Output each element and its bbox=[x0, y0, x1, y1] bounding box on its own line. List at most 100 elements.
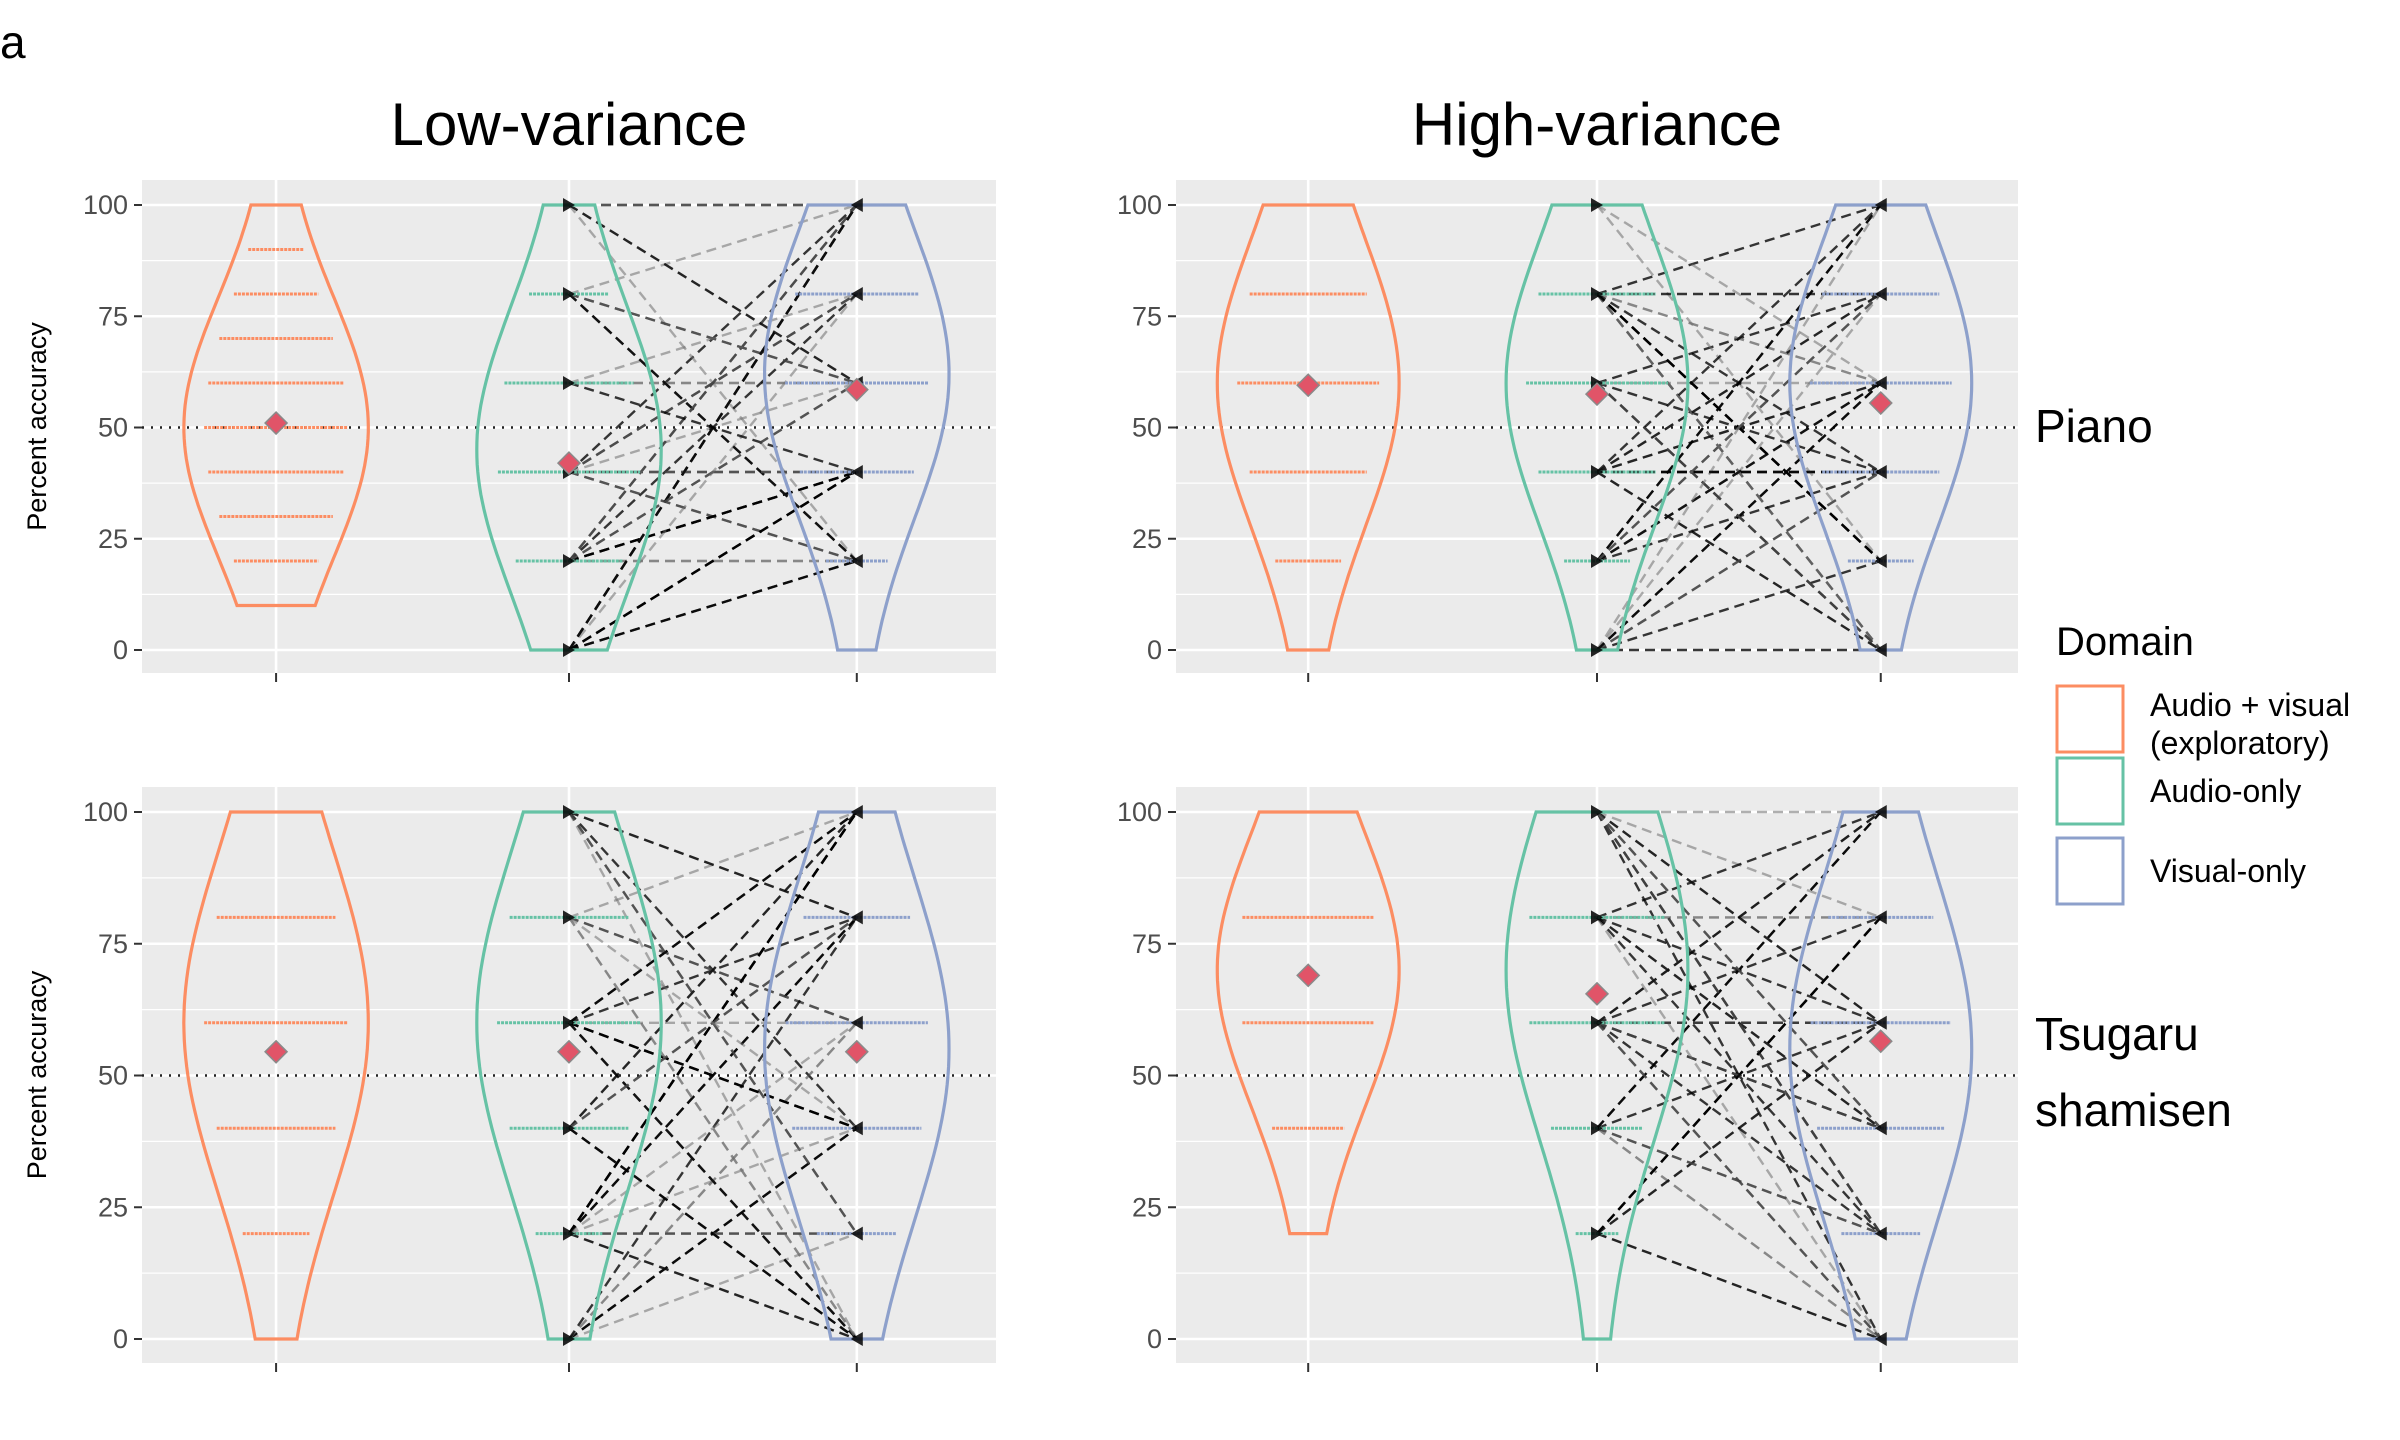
paired-line bbox=[1596, 203, 1882, 385]
y-tick-label: 50 bbox=[1132, 1061, 1162, 1091]
mean-marker bbox=[1296, 373, 1321, 398]
y-tick-label: 25 bbox=[98, 524, 128, 554]
mean-marker bbox=[844, 1039, 869, 1064]
arrowhead bbox=[1591, 643, 1603, 657]
paired-line bbox=[568, 203, 858, 385]
violin bbox=[1788, 203, 1974, 652]
paired-line bbox=[1596, 559, 1882, 652]
legend-label: (exploratory) bbox=[2150, 725, 2330, 761]
mean-marker bbox=[264, 1039, 289, 1064]
arrowhead bbox=[1874, 465, 1887, 479]
arrowhead bbox=[1874, 910, 1887, 925]
paired-line bbox=[1596, 916, 1882, 1235]
paired-line bbox=[1596, 1021, 1882, 1235]
mean-marker bbox=[1868, 1029, 1893, 1054]
arrowhead bbox=[1591, 198, 1603, 212]
paired-line bbox=[568, 811, 858, 1235]
panel-high-variance-tsugaru-shamisen: 0 25 50 75 100 bbox=[1117, 787, 2018, 1372]
violin bbox=[1215, 203, 1401, 652]
arrowhead bbox=[850, 1226, 863, 1241]
y-tick-label: 0 bbox=[1147, 635, 1162, 665]
violin bbox=[1504, 810, 1690, 1341]
arrowhead bbox=[563, 554, 575, 568]
paired-line bbox=[1596, 1232, 1882, 1341]
violin bbox=[1215, 810, 1401, 1236]
legend: Domain Audio + visual(exploratory) Audio-o… bbox=[2055, 620, 2350, 906]
paired-line bbox=[1596, 916, 1882, 1130]
arrowhead bbox=[1874, 1015, 1887, 1030]
row-strip-labels: Piano Tsugaru shamisen bbox=[2035, 400, 2232, 1136]
paired-line bbox=[568, 811, 858, 1235]
y-tick-label: 25 bbox=[1132, 524, 1162, 554]
arrowhead bbox=[563, 805, 575, 819]
arrowhead bbox=[563, 1226, 575, 1241]
arrowhead bbox=[563, 376, 575, 390]
legend-key bbox=[2055, 836, 2125, 906]
paired-line bbox=[1596, 1127, 1882, 1340]
arrowhead bbox=[850, 554, 863, 568]
y-tick-label: 100 bbox=[1117, 190, 1162, 220]
panel-high-variance-piano: 0 25 50 75 100 bbox=[1117, 180, 2018, 682]
paired-line bbox=[1596, 811, 1882, 1235]
mean-marker bbox=[1296, 963, 1321, 988]
y-tick-label: 50 bbox=[1132, 413, 1162, 443]
violin bbox=[1504, 203, 1690, 652]
mean-marker bbox=[556, 451, 582, 476]
arrowhead bbox=[563, 1015, 575, 1030]
arrowhead bbox=[1591, 1226, 1603, 1241]
arrowhead bbox=[563, 643, 575, 657]
arrowhead bbox=[1591, 465, 1603, 479]
violin bbox=[475, 810, 663, 1341]
y-tick-label: 100 bbox=[83, 190, 128, 220]
paired-line bbox=[568, 1021, 858, 1130]
y-axis-title: Percent accuracy bbox=[22, 970, 52, 1179]
legend-label: Visual-only bbox=[2150, 853, 2306, 889]
plot-panels: 0 25 50 75 100 Percent accuracy 0 25 50 75 100 0 25 5… bbox=[22, 180, 2018, 1372]
y-tick-label: 75 bbox=[98, 301, 128, 331]
arrowhead bbox=[1591, 910, 1603, 925]
y-tick-label: 100 bbox=[1117, 797, 1162, 827]
y-tick-label: 0 bbox=[113, 1324, 128, 1354]
arrowhead bbox=[1874, 1121, 1887, 1136]
y-axis-title: Percent accuracy bbox=[22, 322, 52, 531]
y-tick-label: 0 bbox=[113, 635, 128, 665]
arrowhead bbox=[1874, 198, 1887, 212]
violin bbox=[182, 810, 370, 1341]
paired-line bbox=[568, 1127, 858, 1340]
violin bbox=[182, 203, 370, 608]
arrowhead bbox=[563, 910, 575, 925]
column-titles: Low-variance High-variance bbox=[391, 91, 1783, 158]
paired-line bbox=[568, 810, 858, 919]
mean-marker bbox=[844, 377, 869, 402]
arrowhead bbox=[850, 805, 863, 819]
mean-marker bbox=[1868, 390, 1893, 416]
paired-line bbox=[568, 916, 858, 1340]
y-tick-label: 0 bbox=[1147, 1324, 1162, 1354]
arrowhead bbox=[1874, 643, 1887, 657]
paired-line bbox=[1596, 381, 1882, 563]
paired-line bbox=[1596, 1021, 1882, 1340]
arrowhead bbox=[1591, 805, 1603, 819]
paired-line bbox=[568, 292, 858, 385]
y-tick-label: 25 bbox=[98, 1192, 128, 1222]
arrowhead bbox=[1874, 287, 1887, 301]
row-strip-piano: Piano bbox=[2035, 400, 2153, 452]
mean-marker bbox=[556, 1039, 582, 1064]
arrowhead bbox=[850, 465, 863, 479]
violin bbox=[762, 810, 951, 1341]
paired-line bbox=[568, 811, 858, 1130]
arrowhead bbox=[563, 198, 575, 212]
y-tick-label: 50 bbox=[98, 413, 128, 443]
arrowhead bbox=[850, 198, 863, 212]
paired-line bbox=[1596, 382, 1882, 651]
arrowhead bbox=[850, 1332, 863, 1346]
mean-marker bbox=[1584, 981, 1610, 1006]
legend-label: Audio + visual bbox=[2150, 687, 2350, 723]
arrowhead bbox=[1591, 1015, 1603, 1030]
y-tick-label: 75 bbox=[1132, 929, 1162, 959]
paired-line bbox=[1596, 470, 1882, 652]
arrowhead bbox=[850, 287, 863, 301]
arrowhead bbox=[850, 1121, 863, 1136]
arrowhead bbox=[1874, 1332, 1887, 1346]
